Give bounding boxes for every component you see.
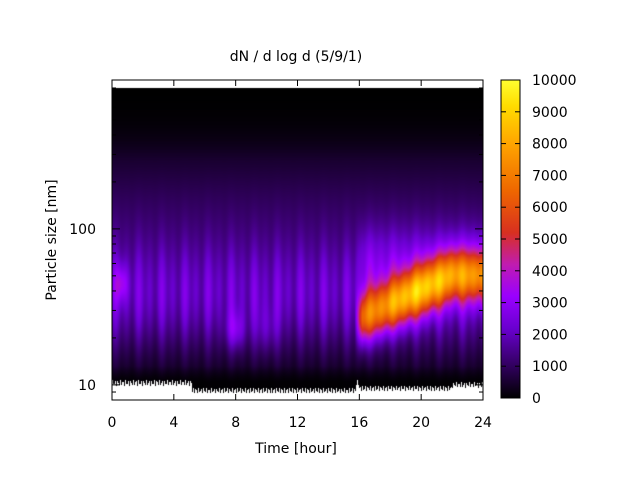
x-tick-label: 24 <box>474 415 492 431</box>
y-axis: 10 100 <box>69 79 483 401</box>
chart-title: dN / d log d (5/9/1) <box>230 49 363 65</box>
colorbar-tick-label: 7000 <box>532 168 568 184</box>
x-tick-label: 8 <box>231 415 240 431</box>
y-tick-label: 100 <box>69 222 96 238</box>
colorbar-tick-label: 10000 <box>532 73 577 89</box>
colorbar-tick-label: 4000 <box>532 264 568 280</box>
x-tick-label: 12 <box>289 415 307 431</box>
colorbar-tick-label: 6000 <box>532 200 568 216</box>
y-tick-label: 10 <box>78 378 96 394</box>
colorbar-tick-label: 5000 <box>532 232 568 248</box>
colorbar-tick-label: 9000 <box>532 105 568 121</box>
colorbar: 0 1000 2000 3000 4000 5000 6000 7000 8000 9000 100… <box>500 73 577 407</box>
colorbar-tick-label: 1000 <box>532 359 568 375</box>
x-axis: 0 4 8 12 16 20 24 <box>108 80 492 431</box>
colorbar-tick-label: 3000 <box>532 296 568 312</box>
colorbar-tick-label: 0 <box>532 391 541 407</box>
colorbar-tick-label: 2000 <box>532 327 568 343</box>
x-tick-label: 4 <box>169 415 178 431</box>
y-axis-label: Particle size [nm] <box>44 179 60 300</box>
x-tick-label: 20 <box>412 415 430 431</box>
x-tick-label: 16 <box>350 415 368 431</box>
colorbar-ticks: 0 1000 2000 3000 4000 5000 6000 7000 8000 9000 100… <box>501 73 577 407</box>
x-tick-label: 0 <box>108 415 117 431</box>
colorbar-tick-label: 8000 <box>532 137 568 153</box>
x-axis-label: Time [hour] <box>254 441 337 457</box>
heatmap-image <box>112 80 483 400</box>
heatmap-plot <box>111 79 484 401</box>
